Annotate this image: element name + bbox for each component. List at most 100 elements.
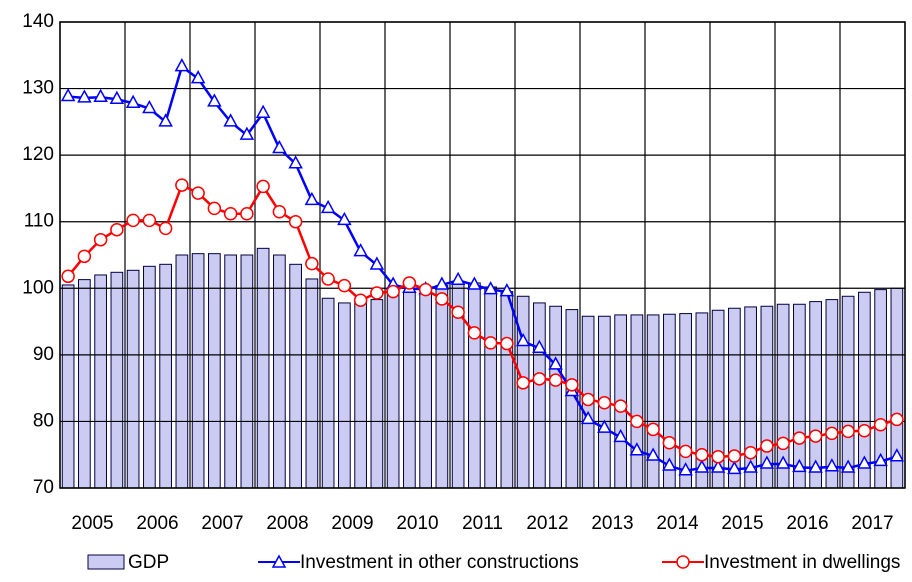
marker (841, 424, 855, 439)
marker (499, 283, 515, 297)
marker (191, 186, 205, 200)
marker (629, 442, 645, 456)
marker (207, 93, 222, 107)
marker (548, 373, 563, 387)
y-tick-label: 70 (33, 477, 54, 498)
x-tick-label: 2011 (462, 513, 503, 534)
bar (533, 302, 546, 489)
marker (645, 447, 661, 461)
bar (419, 293, 432, 489)
y-tick-label: 90 (33, 344, 54, 365)
marker (825, 426, 839, 441)
marker (565, 378, 579, 392)
bar (305, 278, 319, 489)
marker (61, 269, 75, 284)
marker (727, 460, 742, 475)
marker (500, 336, 514, 351)
marker (483, 336, 498, 350)
marker (483, 281, 498, 295)
marker (597, 396, 612, 410)
marker (890, 412, 904, 427)
plot-frame (59, 21, 906, 489)
marker (353, 293, 368, 308)
marker (126, 213, 140, 228)
bar (386, 287, 400, 489)
marker (305, 256, 319, 271)
marker (109, 90, 125, 104)
bar (94, 274, 107, 489)
marker (451, 305, 465, 320)
marker (60, 87, 76, 102)
x-tick-label: 2005 (71, 513, 113, 534)
marker (857, 423, 872, 438)
bar (175, 254, 189, 489)
marker (467, 326, 482, 340)
marker (743, 459, 758, 473)
legend-label: GDP (128, 552, 169, 573)
bar (630, 314, 644, 489)
legend-label: Investment in dwellings (704, 552, 900, 573)
bar (549, 305, 562, 489)
marker (337, 278, 352, 293)
marker (77, 89, 92, 103)
marker (402, 276, 417, 290)
marker (386, 284, 400, 299)
bar (110, 271, 124, 489)
marker (695, 447, 709, 462)
bar (289, 263, 302, 489)
marker (711, 449, 725, 464)
marker (321, 272, 335, 286)
marker (125, 94, 141, 108)
marker (272, 204, 287, 219)
x-tick-label: 2012 (526, 513, 568, 534)
bar (370, 299, 384, 489)
bar (126, 269, 140, 489)
bar (273, 254, 286, 489)
marker (240, 206, 254, 221)
y-tick-label: 140 (22, 11, 54, 32)
marker (515, 332, 531, 347)
marker (158, 221, 173, 236)
marker (370, 286, 384, 300)
marker (158, 113, 173, 127)
line (67, 183, 898, 458)
marker (873, 418, 888, 432)
y-tick-label: 120 (22, 144, 54, 165)
marker (369, 256, 385, 270)
legend-swatch (87, 554, 125, 570)
bar (435, 285, 449, 489)
marker (223, 206, 238, 221)
marker (808, 459, 823, 473)
bar (468, 282, 481, 489)
bar (143, 265, 156, 489)
marker (743, 445, 758, 460)
bar (78, 279, 91, 489)
bar (679, 313, 692, 489)
marker (207, 201, 222, 216)
marker (824, 458, 840, 472)
bar (240, 254, 254, 489)
marker (646, 422, 660, 437)
marker (580, 410, 596, 425)
marker (662, 435, 677, 450)
marker (694, 459, 710, 473)
marker (304, 191, 320, 206)
marker (255, 104, 271, 118)
marker (93, 88, 108, 102)
marker (889, 448, 905, 462)
marker (190, 70, 206, 84)
marker (175, 178, 189, 192)
marker (467, 276, 482, 290)
marker (710, 459, 726, 473)
x-tick-label: 2009 (331, 513, 373, 534)
marker (630, 414, 644, 429)
bar (403, 291, 416, 489)
marker (288, 155, 303, 169)
marker (678, 462, 693, 476)
marker (435, 292, 449, 306)
y-tick-label: 110 (24, 211, 54, 232)
x-tick-label: 2006 (136, 513, 178, 534)
y-tick-label: 80 (33, 410, 54, 431)
y-tick-label: 130 (22, 78, 54, 99)
marker (337, 211, 352, 226)
